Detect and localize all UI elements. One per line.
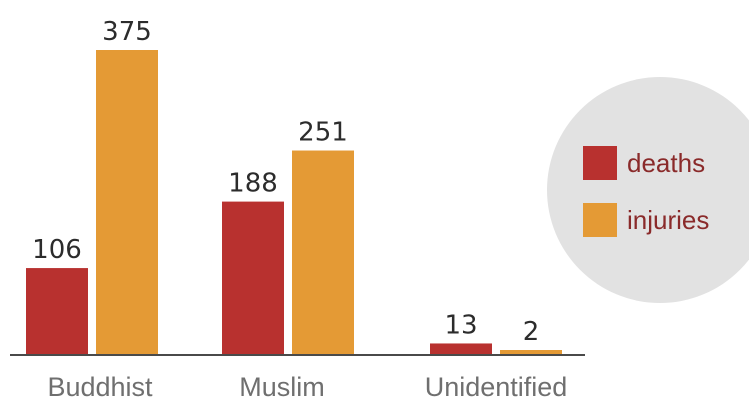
bars-group: [26, 50, 562, 354]
value-label-injuries-buddhist: 375: [102, 17, 152, 47]
legend-swatch-deaths: [583, 146, 617, 180]
bar-deaths-muslim: [222, 201, 284, 354]
value-label-deaths-unidentified: 13: [444, 310, 477, 340]
category-label-muslim: Muslim: [239, 372, 325, 402]
legend-label-deaths: deaths: [627, 148, 705, 178]
category-labels-group: Buddhist Muslim Unidentified: [47, 372, 567, 402]
bar-injuries-muslim: [292, 150, 354, 354]
bar-injuries-buddhist: [96, 50, 158, 354]
value-label-deaths-muslim: 188: [228, 169, 278, 199]
legend-background-circle: [547, 77, 749, 303]
value-label-injuries-unidentified: 2: [523, 317, 540, 347]
bar-deaths-buddhist: [26, 268, 88, 354]
legend: deaths injuries: [547, 77, 749, 303]
value-label-deaths-buddhist: 106: [32, 235, 82, 265]
legend-label-injuries: injuries: [627, 205, 709, 235]
value-label-injuries-muslim: 251: [298, 118, 348, 148]
category-label-unidentified: Unidentified: [425, 372, 568, 402]
bar-injuries-unidentified: [500, 350, 562, 354]
legend-items: deaths injuries: [583, 146, 709, 237]
bar-deaths-unidentified: [430, 343, 492, 354]
legend-swatch-injuries: [583, 203, 617, 237]
value-labels-group: 106 375 188 251 13 2: [32, 17, 539, 347]
category-label-buddhist: Buddhist: [47, 372, 153, 402]
